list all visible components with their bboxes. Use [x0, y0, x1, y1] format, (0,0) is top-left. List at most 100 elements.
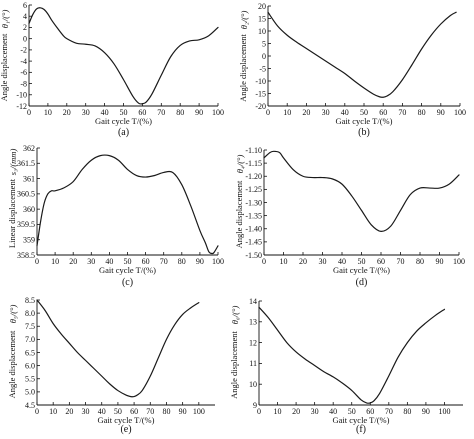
- x-tick-label: 100: [193, 407, 205, 416]
- y-tick-label: 15: [258, 14, 266, 23]
- x-tick-label: 80: [176, 108, 184, 117]
- panel-a: 0 10 20 30 40 50 60 70 80 90 100 -12 -10 -8 -6 -4 -2 0 2 4 6…: [0, 1, 224, 138]
- y-tick-label: -1.50: [245, 251, 262, 260]
- y-tick-label: 9: [253, 401, 257, 410]
- x-tick-label: 30: [319, 257, 327, 266]
- y-tick-label: 5.0: [25, 388, 35, 397]
- panel-b: 0 10 20 30 40 50 60 70 80 90 100 -20 -15 -10 -5 0 5 10 15 2…: [238, 2, 466, 138]
- x-tick-label: 80: [418, 108, 426, 117]
- y-tick-label: 4.5: [25, 401, 35, 410]
- x-tick-label: 90: [437, 108, 445, 117]
- x-tick-label: 0: [35, 257, 39, 266]
- x-tick-label: 20: [299, 257, 307, 266]
- y-tick-label: -2: [20, 46, 27, 55]
- x-tick-label: 0: [262, 257, 266, 266]
- x-tick-label: 40: [105, 257, 113, 266]
- x-tick-label: 70: [385, 407, 393, 416]
- x-axis-title: Gait cycle T/(%): [336, 116, 393, 126]
- data-curve: [267, 11, 457, 98]
- x-tick-label: 60: [130, 407, 138, 416]
- x-tick-label: 70: [398, 108, 406, 117]
- y-tick-label: 8.0: [25, 309, 35, 318]
- x-tick-label: 20: [302, 108, 310, 117]
- y-tick-label: 20: [258, 2, 266, 11]
- data-curve: [258, 306, 446, 404]
- x-tick-label: 20: [292, 407, 300, 416]
- x-tick-label: 100: [212, 257, 224, 266]
- x-tick-label: 10: [44, 108, 52, 117]
- x-tick-label: 50: [358, 257, 366, 266]
- x-tick-label: 90: [436, 257, 444, 266]
- x-tick-label: 20: [63, 108, 71, 117]
- y-tick-label: -1.20: [245, 172, 262, 181]
- y-tick-label: 14: [249, 297, 257, 306]
- y-tick-label: 0: [23, 34, 27, 43]
- x-tick-label: 50: [348, 407, 356, 416]
- x-tick-label: 40: [101, 108, 109, 117]
- y-axis-unit: θ₁/(°): [0, 10, 10, 29]
- y-tick-label: -1.40: [245, 225, 262, 234]
- x-tick-label: 70: [160, 257, 168, 266]
- panel-label: (e): [120, 424, 131, 435]
- y-tick-label: -10: [16, 91, 27, 100]
- x-tick-label: 100: [212, 108, 224, 117]
- y-axis-unit: θ₄/(°): [235, 155, 245, 174]
- y-tick-label: -1.45: [245, 238, 262, 247]
- y-tick-label: -1.35: [245, 211, 262, 220]
- y-tick-label: 10: [258, 27, 266, 36]
- x-tick-label: 40: [329, 407, 337, 416]
- x-tick-label: 50: [360, 108, 368, 117]
- x-tick-label: 40: [338, 257, 346, 266]
- x-tick-label: 90: [196, 257, 204, 266]
- y-tick-label: 13: [249, 318, 257, 327]
- x-tick-label: 80: [162, 407, 170, 416]
- y-tick-label: -12: [16, 102, 27, 111]
- y-tick-label: -15: [255, 89, 266, 98]
- y-axis-title: Angle displacement: [7, 330, 17, 398]
- y-tick-label: -1.30: [245, 198, 262, 207]
- x-tick-label: 40: [341, 108, 349, 117]
- y-tick-label: -20: [255, 102, 266, 111]
- data-curve: [36, 154, 219, 255]
- y-axis-title: Angle displacement: [229, 330, 239, 398]
- x-tick-label: 50: [120, 108, 128, 117]
- data-curve: [263, 150, 460, 232]
- x-tick-label: 60: [142, 257, 150, 266]
- panel-f: 0 10 20 30 40 50 60 70 80 90 100 9 10 11 12 13 14 Angle d…: [229, 297, 463, 435]
- y-tick-label: 362: [23, 144, 35, 153]
- x-tick-label: 30: [82, 407, 90, 416]
- y-axis-title: Linear displacement: [7, 178, 17, 248]
- x-tick-label: 100: [438, 407, 450, 416]
- x-tick-label: 70: [146, 407, 154, 416]
- panel-c: 0 10 20 30 40 50 60 70 80 90 100 358.5 359 359.5 360 36…: [7, 144, 224, 288]
- y-tick-label: 360: [23, 205, 35, 214]
- y-tick-label: 5: [262, 39, 266, 48]
- x-axis-title: Gait cycle T/(%): [333, 415, 390, 425]
- panel-d: 0 10 20 30 40 50 60 70 80 90 100 -1.50 -1.45 -1.40 -1.…: [234, 146, 465, 288]
- x-tick-label: 90: [422, 407, 430, 416]
- y-tick-label: 6: [23, 1, 27, 10]
- x-tick-label: 0: [35, 407, 39, 416]
- x-tick-label: 0: [266, 108, 270, 117]
- x-axis-title: Gait cycle T/(%): [333, 265, 390, 275]
- panel-label: (d): [356, 277, 368, 288]
- y-axis-title: Angle displacement: [234, 180, 244, 248]
- y-axis-unit: θ₆/(°): [230, 306, 240, 325]
- y-tick-label: 359: [23, 236, 35, 245]
- data-curve: [28, 7, 219, 105]
- y-tick-label: 10: [249, 380, 257, 389]
- y-tick-label: -5: [259, 64, 266, 73]
- x-tick-label: 60: [138, 108, 146, 117]
- y-tick-label: 6.5: [25, 348, 35, 357]
- x-tick-label: 10: [280, 257, 288, 266]
- x-tick-label: 50: [114, 407, 122, 416]
- x-tick-label: 20: [69, 257, 77, 266]
- x-tick-label: 90: [179, 407, 187, 416]
- x-tick-label: 80: [416, 257, 424, 266]
- x-tick-label: 100: [453, 257, 465, 266]
- y-tick-label: 361.5: [17, 159, 35, 168]
- x-tick-label: 30: [322, 108, 330, 117]
- x-tick-label: 10: [49, 407, 57, 416]
- y-axis-unit: θ₂/(°): [239, 11, 249, 30]
